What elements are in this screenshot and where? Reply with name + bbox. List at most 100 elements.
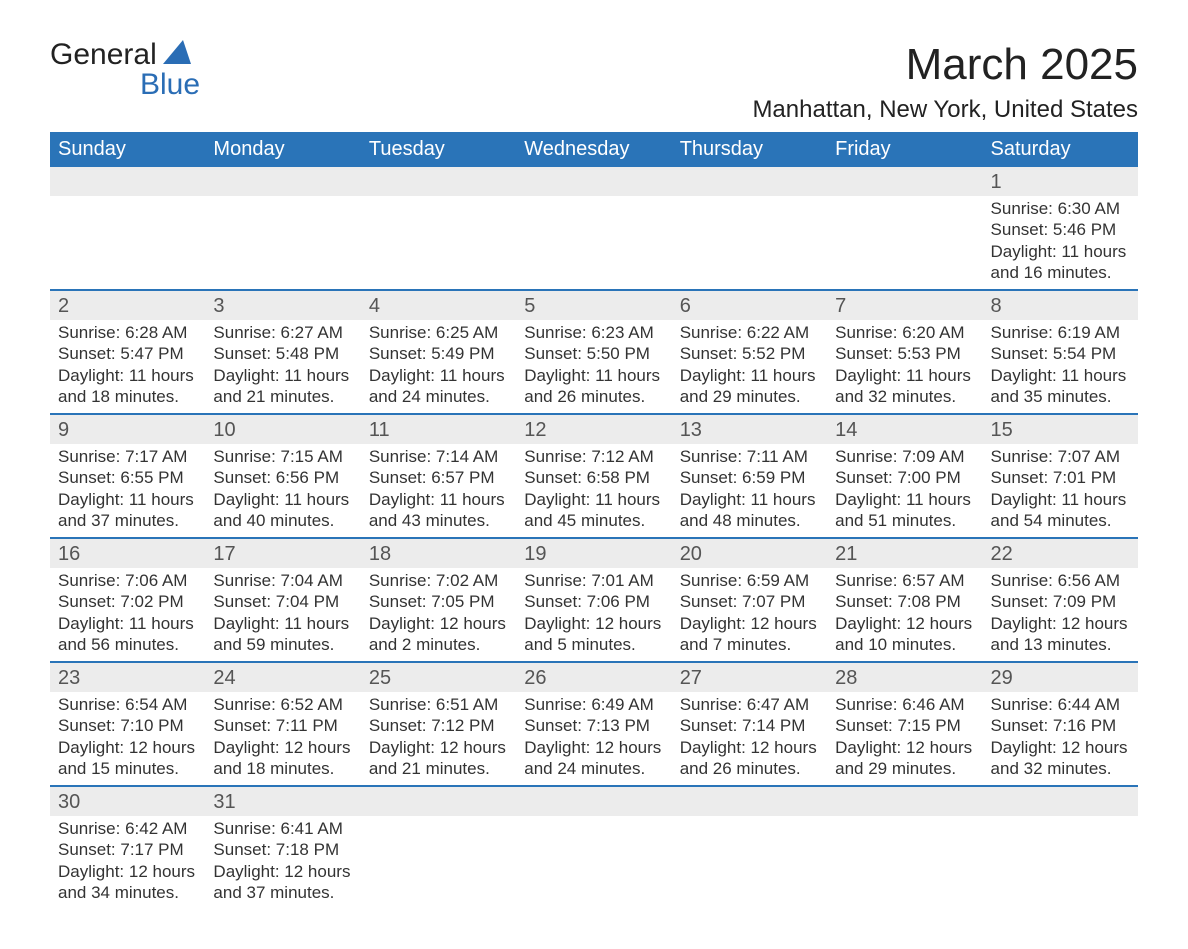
daylight-text: Daylight: 12 hours and 26 minutes. [680, 737, 819, 780]
daylight-text: Daylight: 12 hours and 5 minutes. [524, 613, 663, 656]
day-body: Sunrise: 6:25 AMSunset: 5:49 PMDaylight:… [361, 320, 516, 413]
calendar-cell: 26Sunrise: 6:49 AMSunset: 7:13 PMDayligh… [516, 662, 671, 786]
sunset-text: Sunset: 5:54 PM [991, 343, 1130, 364]
calendar-cell: 28Sunrise: 6:46 AMSunset: 7:15 PMDayligh… [827, 662, 982, 786]
sunrise-text: Sunrise: 6:47 AM [680, 694, 819, 715]
daylight-text: Daylight: 11 hours and 51 minutes. [835, 489, 974, 532]
location-text: Manhattan, New York, United States [752, 96, 1138, 124]
calendar-cell: 2Sunrise: 6:28 AMSunset: 5:47 PMDaylight… [50, 290, 205, 414]
day-number: 6 [672, 291, 827, 320]
day-number: 2 [50, 291, 205, 320]
day-body: Sunrise: 7:12 AMSunset: 6:58 PMDaylight:… [516, 444, 671, 537]
sunrise-text: Sunrise: 6:52 AM [213, 694, 352, 715]
day-number: 12 [516, 415, 671, 444]
day-body: Sunrise: 7:17 AMSunset: 6:55 PMDaylight:… [50, 444, 205, 537]
calendar-cell [672, 167, 827, 290]
sunrise-text: Sunrise: 7:14 AM [369, 446, 508, 467]
sunset-text: Sunset: 7:12 PM [369, 715, 508, 736]
sunset-text: Sunset: 7:07 PM [680, 591, 819, 612]
calendar-title: March 2025 [752, 40, 1138, 90]
day-body: Sunrise: 7:09 AMSunset: 7:00 PMDaylight:… [827, 444, 982, 537]
day-number: 28 [827, 663, 982, 692]
day-body: Sunrise: 6:54 AMSunset: 7:10 PMDaylight:… [50, 692, 205, 785]
calendar-week: 23Sunrise: 6:54 AMSunset: 7:10 PMDayligh… [50, 662, 1138, 786]
sunrise-text: Sunrise: 6:57 AM [835, 570, 974, 591]
calendar-cell: 9Sunrise: 7:17 AMSunset: 6:55 PMDaylight… [50, 414, 205, 538]
sunrise-text: Sunrise: 6:19 AM [991, 322, 1130, 343]
day-body: Sunrise: 6:59 AMSunset: 7:07 PMDaylight:… [672, 568, 827, 661]
sunset-text: Sunset: 7:06 PM [524, 591, 663, 612]
sunset-text: Sunset: 7:13 PM [524, 715, 663, 736]
sunset-text: Sunset: 5:48 PM [213, 343, 352, 364]
daylight-text: Daylight: 11 hours and 54 minutes. [991, 489, 1130, 532]
day-body: Sunrise: 6:30 AMSunset: 5:46 PMDaylight:… [983, 196, 1138, 289]
day-body: Sunrise: 6:56 AMSunset: 7:09 PMDaylight:… [983, 568, 1138, 661]
sunrise-text: Sunrise: 7:15 AM [213, 446, 352, 467]
day-number [672, 787, 827, 816]
day-body: Sunrise: 6:57 AMSunset: 7:08 PMDaylight:… [827, 568, 982, 661]
daylight-text: Daylight: 12 hours and 13 minutes. [991, 613, 1130, 656]
sunrise-text: Sunrise: 6:25 AM [369, 322, 508, 343]
calendar-cell [516, 786, 671, 909]
sunset-text: Sunset: 5:50 PM [524, 343, 663, 364]
sunrise-text: Sunrise: 6:51 AM [369, 694, 508, 715]
calendar-table: SundayMondayTuesdayWednesdayThursdayFrid… [50, 132, 1138, 909]
day-number: 17 [205, 539, 360, 568]
brand-line2: Blue [50, 70, 200, 100]
day-body: Sunrise: 7:04 AMSunset: 7:04 PMDaylight:… [205, 568, 360, 661]
daylight-text: Daylight: 11 hours and 21 minutes. [213, 365, 352, 408]
daylight-text: Daylight: 11 hours and 35 minutes. [991, 365, 1130, 408]
calendar-cell: 24Sunrise: 6:52 AMSunset: 7:11 PMDayligh… [205, 662, 360, 786]
day-body [672, 816, 827, 845]
calendar-body: 1Sunrise: 6:30 AMSunset: 5:46 PMDaylight… [50, 167, 1138, 909]
calendar-cell: 25Sunrise: 6:51 AMSunset: 7:12 PMDayligh… [361, 662, 516, 786]
calendar-week: 30Sunrise: 6:42 AMSunset: 7:17 PMDayligh… [50, 786, 1138, 909]
sunset-text: Sunset: 6:59 PM [680, 467, 819, 488]
day-number [983, 787, 1138, 816]
calendar-cell [361, 167, 516, 290]
day-body [361, 196, 516, 225]
day-number: 10 [205, 415, 360, 444]
daylight-text: Daylight: 11 hours and 32 minutes. [835, 365, 974, 408]
brand-logo: General Blue [50, 40, 200, 100]
day-body [827, 816, 982, 845]
day-body [205, 196, 360, 225]
daylight-text: Daylight: 11 hours and 16 minutes. [991, 241, 1130, 284]
daylight-text: Daylight: 11 hours and 37 minutes. [58, 489, 197, 532]
daylight-text: Daylight: 11 hours and 40 minutes. [213, 489, 352, 532]
sunrise-text: Sunrise: 6:44 AM [991, 694, 1130, 715]
daylight-text: Daylight: 11 hours and 29 minutes. [680, 365, 819, 408]
day-number [827, 787, 982, 816]
calendar-cell: 27Sunrise: 6:47 AMSunset: 7:14 PMDayligh… [672, 662, 827, 786]
day-number: 23 [50, 663, 205, 692]
daylight-text: Daylight: 12 hours and 32 minutes. [991, 737, 1130, 780]
day-number: 29 [983, 663, 1138, 692]
sunrise-text: Sunrise: 6:22 AM [680, 322, 819, 343]
calendar-cell [672, 786, 827, 909]
daylight-text: Daylight: 11 hours and 18 minutes. [58, 365, 197, 408]
sunset-text: Sunset: 5:52 PM [680, 343, 819, 364]
sunset-text: Sunset: 7:00 PM [835, 467, 974, 488]
sunrise-text: Sunrise: 7:11 AM [680, 446, 819, 467]
day-body [361, 816, 516, 845]
day-number: 27 [672, 663, 827, 692]
day-body: Sunrise: 6:41 AMSunset: 7:18 PMDaylight:… [205, 816, 360, 909]
sail-icon [163, 40, 191, 70]
daylight-text: Daylight: 11 hours and 48 minutes. [680, 489, 819, 532]
day-number: 13 [672, 415, 827, 444]
weekday-header: Tuesday [361, 132, 516, 167]
sunrise-text: Sunrise: 6:28 AM [58, 322, 197, 343]
day-number: 5 [516, 291, 671, 320]
calendar-cell: 11Sunrise: 7:14 AMSunset: 6:57 PMDayligh… [361, 414, 516, 538]
sunset-text: Sunset: 7:16 PM [991, 715, 1130, 736]
daylight-text: Daylight: 12 hours and 37 minutes. [213, 861, 352, 904]
daylight-text: Daylight: 12 hours and 7 minutes. [680, 613, 819, 656]
day-body: Sunrise: 6:27 AMSunset: 5:48 PMDaylight:… [205, 320, 360, 413]
sunrise-text: Sunrise: 6:30 AM [991, 198, 1130, 219]
calendar-cell: 16Sunrise: 7:06 AMSunset: 7:02 PMDayligh… [50, 538, 205, 662]
sunrise-text: Sunrise: 6:27 AM [213, 322, 352, 343]
sunrise-text: Sunrise: 7:01 AM [524, 570, 663, 591]
sunrise-text: Sunrise: 7:12 AM [524, 446, 663, 467]
calendar-cell [361, 786, 516, 909]
calendar-week: 9Sunrise: 7:17 AMSunset: 6:55 PMDaylight… [50, 414, 1138, 538]
